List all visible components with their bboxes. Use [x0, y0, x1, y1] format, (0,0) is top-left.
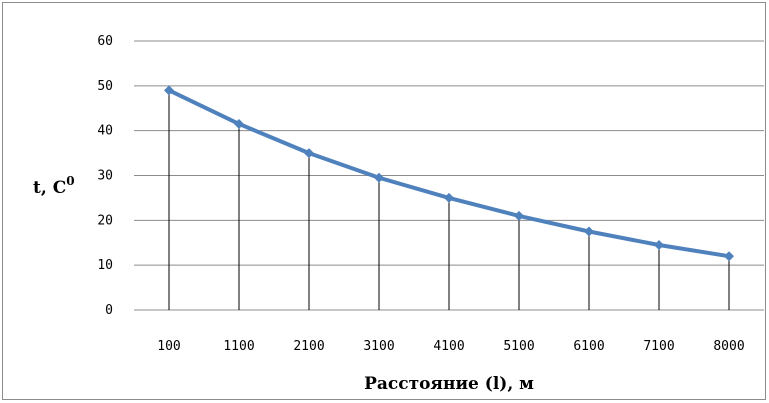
y-axis-title: t, C0 — [33, 174, 75, 198]
data-point-marker — [584, 226, 594, 237]
y-tick-label: 50 — [97, 79, 113, 94]
data-point-marker — [234, 118, 244, 129]
y-tick-label: 0 — [105, 303, 113, 318]
x-tick-label: 6100 — [573, 339, 604, 354]
drop-lines — [168, 90, 730, 310]
data-point-marker — [724, 251, 734, 262]
y-tick-label: 60 — [97, 34, 113, 49]
data-point-marker — [304, 148, 314, 159]
y-axis-title-main: t, C — [33, 178, 66, 198]
x-axis-title: Расстояние (l), м — [364, 374, 534, 394]
y-axis-tick-labels: 0 10 20 30 40 50 60 — [97, 34, 113, 318]
data-point-marker — [374, 172, 384, 183]
data-point-marker — [164, 85, 174, 96]
x-tick-label: 3100 — [363, 339, 394, 354]
x-tick-label: 5100 — [503, 339, 534, 354]
data-point-marker — [514, 210, 524, 221]
y-axis-title-superscript: 0 — [66, 174, 74, 188]
data-point-marker — [654, 239, 664, 250]
x-tick-label: 1100 — [223, 339, 254, 354]
x-tick-label: 100 — [157, 339, 180, 354]
y-tick-label: 30 — [97, 169, 113, 184]
x-tick-label: 2100 — [293, 339, 324, 354]
y-tick-label: 20 — [97, 213, 113, 228]
y-tick-label: 10 — [97, 258, 113, 273]
data-markers — [164, 85, 734, 262]
y-tick-label: 40 — [97, 124, 113, 139]
x-tick-label: 4100 — [433, 339, 464, 354]
data-point-marker — [444, 192, 454, 203]
x-tick-label: 7100 — [643, 339, 674, 354]
x-axis-tick-labels: 100 1100 2100 3100 4100 5100 6100 7100 8000 — [157, 339, 744, 354]
x-tick-label: 8000 — [713, 339, 744, 354]
